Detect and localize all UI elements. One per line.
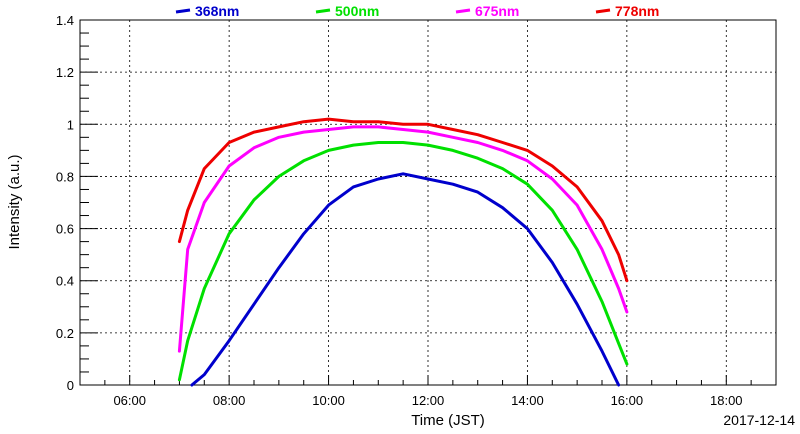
series-line-778nm: [177, 117, 629, 283]
y-tick-label: 1.2: [56, 65, 74, 80]
series-line-500nm: [177, 141, 629, 382]
series-line-368nm: [190, 172, 621, 387]
y-tick-label: 0.2: [56, 326, 74, 341]
x-tick-label: 18:00: [710, 393, 743, 408]
series-line-675nm: [177, 125, 629, 353]
y-tick-label: 0.6: [56, 222, 74, 237]
axis-ticks: [80, 19, 752, 386]
legend-swatch: [175, 8, 191, 14]
x-axis-title: Time (JST): [411, 412, 485, 429]
grid: [80, 20, 776, 385]
legend-swatch: [315, 8, 331, 14]
tick-labels: 06:00 08:00 10:00 12:00 14:00 16:00 18:00 0 0.2 0…: [56, 13, 743, 408]
y-tick-label: 1.4: [56, 13, 74, 28]
x-tick-label: 08:00: [213, 393, 246, 408]
y-tick-label: 0.4: [56, 274, 74, 289]
legend-label: 778nm: [615, 3, 659, 19]
x-tick-label: 12:00: [412, 393, 445, 408]
legend-swatch: [595, 8, 611, 14]
series-group: [177, 117, 629, 387]
x-tick-label: 06:00: [113, 393, 146, 408]
legend-label: 368nm: [195, 3, 239, 19]
y-tick-label: 1: [67, 117, 74, 132]
date-label: 2017-12-14: [723, 412, 795, 428]
x-tick-label: 16:00: [611, 393, 644, 408]
legend-label: 675nm: [475, 3, 519, 19]
legend-label: 500nm: [335, 3, 379, 19]
y-tick-label: 0.8: [56, 169, 74, 184]
legend: 368nm 500nm 675nm 778nm: [175, 3, 659, 19]
y-axis-title: Intensity (a.u.): [6, 154, 23, 249]
y-tick-label: 0: [67, 378, 74, 393]
x-tick-label: 14:00: [511, 393, 544, 408]
legend-swatch: [455, 8, 471, 14]
x-tick-label: 10:00: [312, 393, 345, 408]
